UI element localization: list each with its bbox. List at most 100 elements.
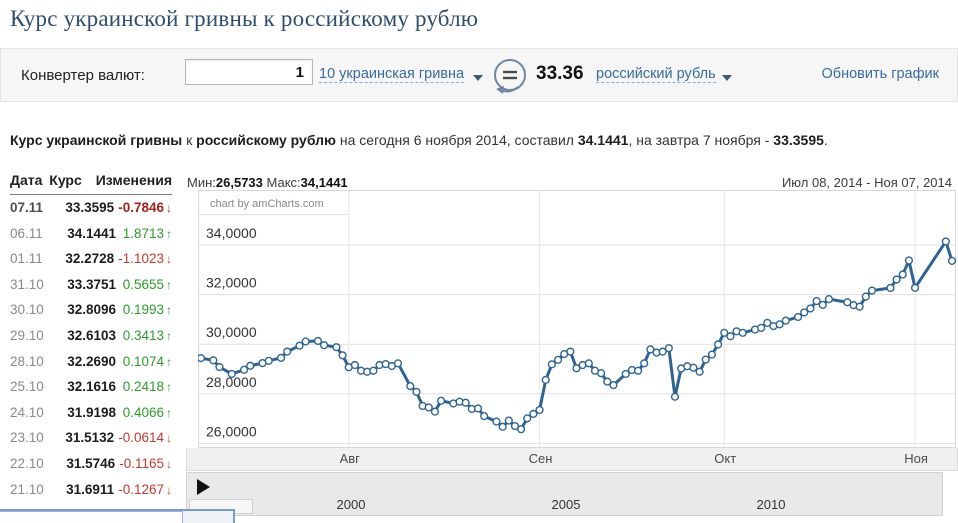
data-point-bullet[interactable] bbox=[480, 412, 489, 421]
data-point-bullet[interactable] bbox=[763, 318, 772, 327]
data-point-bullet[interactable] bbox=[904, 256, 914, 265]
data-point-bullet[interactable] bbox=[283, 347, 292, 356]
data-point-bullet[interactable] bbox=[633, 366, 643, 375]
data-point-bullet[interactable] bbox=[646, 345, 655, 354]
data-point-bullet[interactable] bbox=[738, 328, 747, 337]
data-point-bullet[interactable] bbox=[424, 403, 433, 412]
data-point-bullet[interactable] bbox=[584, 359, 593, 368]
data-point-bullet[interactable] bbox=[658, 347, 667, 356]
data-point-bullet[interactable] bbox=[227, 369, 236, 379]
data-point-bullet[interactable] bbox=[812, 296, 821, 306]
data-point-bullet[interactable] bbox=[781, 316, 790, 325]
data-point-bullet[interactable] bbox=[603, 377, 612, 386]
data-point-bullet[interactable] bbox=[209, 356, 218, 365]
data-point-bullet[interactable] bbox=[215, 362, 224, 372]
data-point-bullet[interactable] bbox=[535, 405, 544, 415]
data-point-bullet[interactable] bbox=[707, 350, 717, 359]
data-point-bullet[interactable] bbox=[757, 323, 766, 332]
swap-equals-icon[interactable] bbox=[488, 56, 530, 98]
data-point-bullet[interactable] bbox=[406, 382, 415, 391]
data-point-bullet[interactable] bbox=[806, 304, 815, 313]
data-point-bullet[interactable] bbox=[886, 283, 895, 293]
data-point-bullet[interactable] bbox=[609, 381, 618, 390]
data-point-bullet[interactable] bbox=[196, 353, 206, 363]
data-point-bullet[interactable] bbox=[664, 344, 673, 353]
cell-change: -1.1023 ↓ bbox=[118, 251, 172, 267]
data-point-bullet[interactable] bbox=[726, 332, 735, 341]
play-icon[interactable] bbox=[197, 479, 210, 495]
data-point-bullet[interactable] bbox=[547, 360, 556, 369]
data-point-bullet[interactable] bbox=[701, 355, 710, 364]
data-point-bullet[interactable] bbox=[430, 407, 440, 416]
refresh-chart-link[interactable]: Обновить график bbox=[821, 66, 939, 82]
data-point-bullet[interactable] bbox=[941, 237, 950, 246]
amcharts-watermark[interactable]: chart by amCharts.com bbox=[210, 198, 324, 210]
data-point-bullet[interactable] bbox=[541, 375, 550, 385]
data-point-bullet[interactable] bbox=[689, 363, 698, 372]
data-point-bullet[interactable] bbox=[350, 360, 359, 370]
data-point-bullet[interactable] bbox=[713, 340, 723, 349]
data-point-bullet[interactable] bbox=[332, 343, 341, 352]
scrollbar-year-label: 2005 bbox=[551, 497, 581, 512]
data-point-bullet[interactable] bbox=[320, 341, 329, 350]
data-point-bullet[interactable] bbox=[947, 256, 957, 265]
data-point-bullet[interactable] bbox=[301, 337, 310, 346]
from-currency-dropdown[interactable]: 10 украинская гривна bbox=[319, 66, 465, 83]
amount-input[interactable] bbox=[185, 59, 313, 85]
data-point-bullet[interactable] bbox=[892, 275, 901, 284]
data-point-bullet[interactable] bbox=[867, 286, 877, 295]
data-point-bullet[interactable] bbox=[861, 292, 870, 301]
cell-date: 29.10 bbox=[10, 327, 44, 343]
data-point-bullet[interactable] bbox=[898, 270, 907, 279]
data-point-bullet[interactable] bbox=[720, 328, 729, 337]
data-point-bullet[interactable] bbox=[794, 312, 803, 322]
data-point-bullet[interactable] bbox=[492, 417, 501, 426]
data-point-bullet[interactable] bbox=[393, 359, 403, 368]
data-point-bullet[interactable] bbox=[572, 364, 581, 373]
data-point-bullet[interactable] bbox=[264, 356, 273, 365]
data-point-bullet[interactable] bbox=[276, 353, 286, 362]
horizontal-scrollbar[interactable] bbox=[0, 509, 235, 523]
data-point-bullet[interactable] bbox=[369, 366, 378, 375]
summary-rate-today: 34.1441 bbox=[577, 132, 629, 148]
data-point-bullet[interactable] bbox=[473, 404, 483, 413]
data-point-bullet[interactable] bbox=[553, 355, 563, 364]
data-point-bullet[interactable] bbox=[566, 347, 575, 356]
chart-plot-area[interactable]: 34,0000 32,0000 30,0000 28,0000 26,0000 chart… bbox=[196, 190, 957, 448]
data-point-bullet[interactable] bbox=[523, 414, 532, 423]
data-point-bullet[interactable] bbox=[498, 422, 507, 431]
col-header-date: Дата bbox=[10, 172, 43, 188]
to-currency-dropdown[interactable]: российский рубль bbox=[596, 66, 716, 83]
data-point-bullet[interactable] bbox=[775, 320, 784, 329]
data-point-bullet[interactable] bbox=[529, 409, 538, 418]
data-point-bullet[interactable] bbox=[516, 425, 526, 434]
data-point-bullet[interactable] bbox=[640, 359, 649, 368]
data-point-bullet[interactable] bbox=[818, 300, 827, 309]
data-point-bullet[interactable] bbox=[855, 302, 864, 311]
data-point-bullet[interactable] bbox=[510, 421, 520, 431]
data-point-bullet[interactable] bbox=[621, 369, 630, 379]
data-point-bullet[interactable] bbox=[239, 365, 249, 374]
max-value: 34,1441 bbox=[300, 175, 348, 190]
data-point-bullet[interactable] bbox=[461, 398, 470, 407]
cell-date: 06.11 bbox=[10, 225, 43, 241]
data-point-bullet[interactable] bbox=[695, 367, 704, 376]
data-point-bullet[interactable] bbox=[436, 396, 446, 405]
data-point-bullet[interactable] bbox=[295, 341, 304, 350]
chart-period-scrollbar[interactable]: 2000 2005 2010 bbox=[186, 472, 943, 516]
table-body: 07.11 33.3595 -0.7846 ↓ 06.11 34.1441 1.8713 ↑ 0… bbox=[10, 195, 172, 523]
data-point-bullet[interactable] bbox=[800, 308, 809, 317]
chevron-down-icon[interactable] bbox=[473, 75, 483, 81]
summary-rate-tomorrow: 33.3595 bbox=[773, 132, 824, 148]
data-point-bullet[interactable] bbox=[246, 361, 255, 370]
data-point-bullet[interactable] bbox=[412, 387, 421, 396]
data-point-bullet[interactable] bbox=[338, 351, 347, 360]
data-point-bullet[interactable] bbox=[824, 295, 833, 304]
chevron-down-icon[interactable] bbox=[722, 75, 732, 81]
data-point-bullet[interactable] bbox=[313, 336, 323, 346]
data-point-bullet[interactable] bbox=[504, 416, 513, 425]
data-point-bullet[interactable] bbox=[597, 369, 606, 378]
data-point-bullet[interactable] bbox=[910, 283, 920, 292]
data-point-bullet[interactable] bbox=[670, 392, 680, 401]
scrollbar-thumb[interactable] bbox=[0, 511, 183, 523]
